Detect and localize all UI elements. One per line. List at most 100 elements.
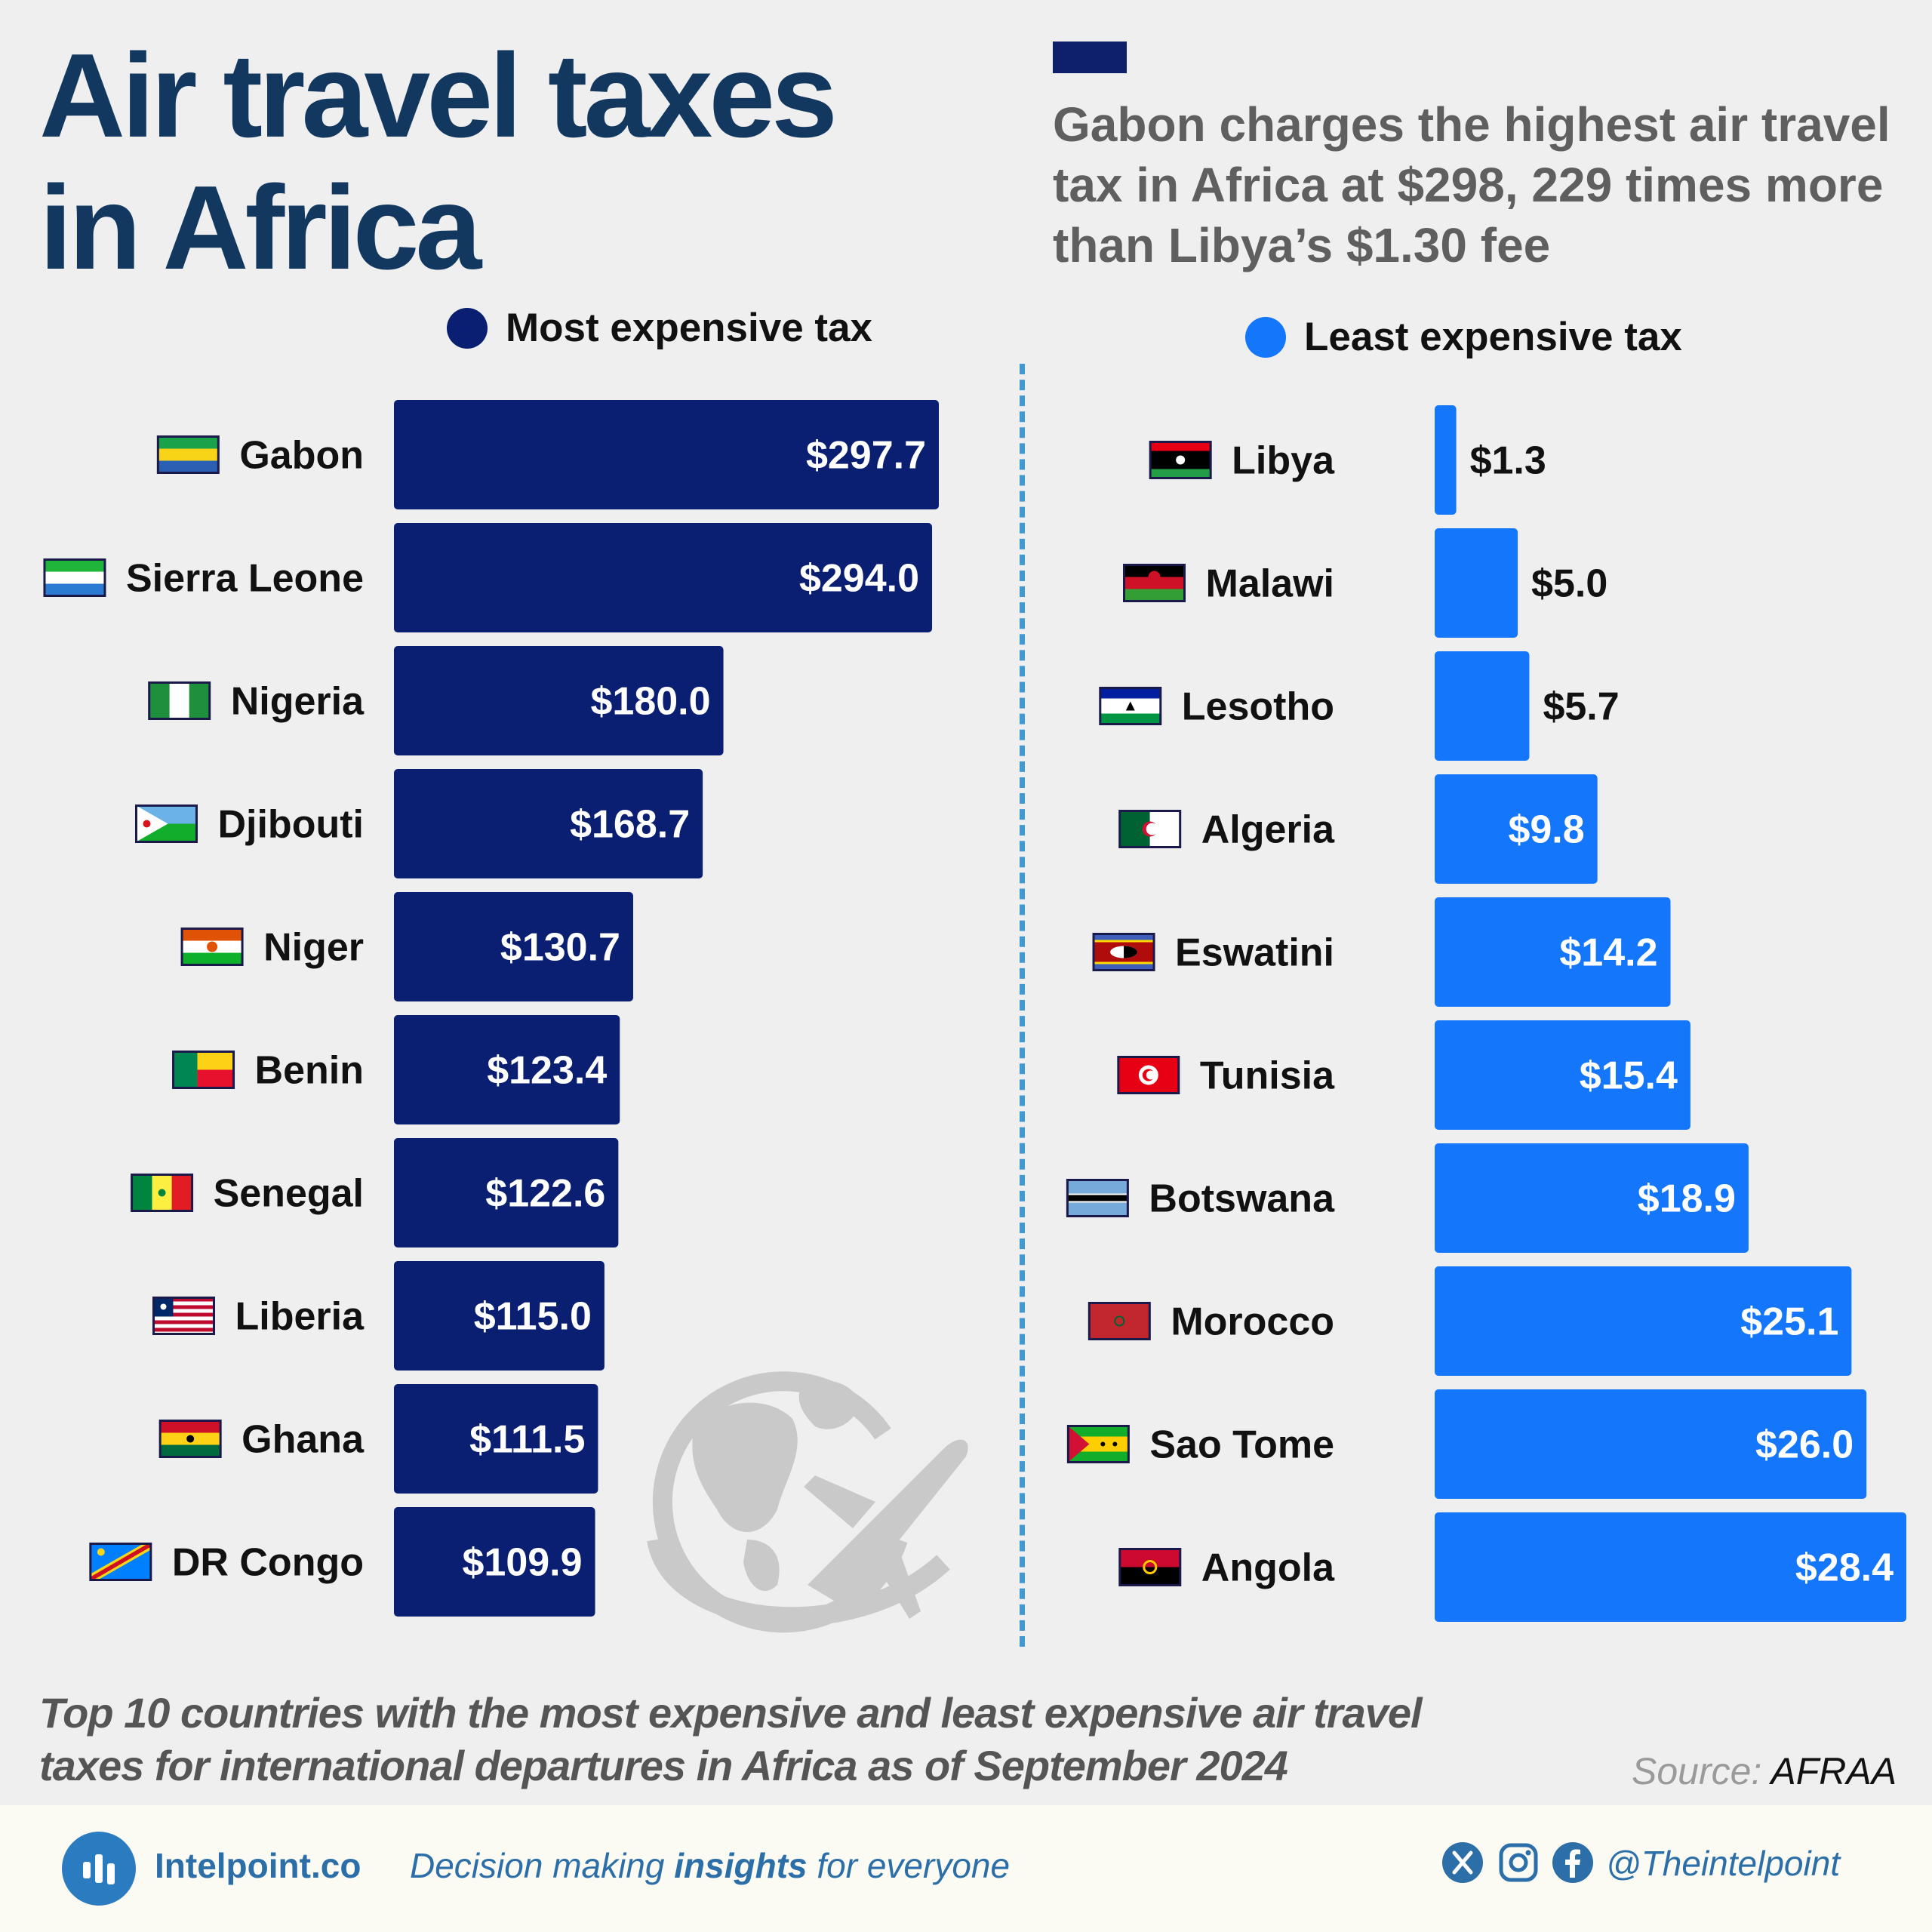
flag-lesotho-icon — [1099, 687, 1162, 725]
value-label-niger: $130.7 — [500, 926, 620, 970]
category-label-botswana: Botswana — [1149, 1177, 1335, 1221]
flag-angola-icon — [1118, 1548, 1182, 1586]
flag-tunisia-icon — [1117, 1056, 1180, 1094]
category-label-ghana: Ghana — [242, 1418, 365, 1462]
globe-plane-icon — [647, 1371, 968, 1633]
value-label-morocco: $25.1 — [1740, 1300, 1838, 1344]
least-expensive-series: $1.3 Libya $5.0 Malawi $5.7 Lesotho $9.8 Algeri… — [1066, 405, 1906, 1622]
flag-djibouti-icon — [134, 804, 198, 843]
category-label-angola: Angola — [1201, 1546, 1335, 1590]
tagline-bold: insights — [674, 1846, 808, 1885]
bar-malawi — [1435, 528, 1518, 638]
flag-eswatini-icon — [1092, 933, 1155, 971]
bar-lesotho — [1435, 651, 1530, 761]
flag-morocco-icon — [1088, 1302, 1151, 1340]
category-label-algeria: Algeria — [1201, 808, 1335, 852]
value-label-sierra-leone: $294.0 — [799, 557, 919, 601]
legend-dot-most — [447, 307, 488, 349]
category-label-liberia: Liberia — [235, 1295, 365, 1339]
title-line-2: in Africa — [39, 162, 481, 294]
brand-logo-icon[interactable] — [62, 1832, 136, 1906]
category-label-libya: Libya — [1232, 439, 1335, 483]
flag-sierra-leone-icon — [43, 558, 106, 597]
flag-algeria-icon — [1118, 810, 1182, 848]
bar-djibouti — [394, 769, 703, 878]
bar-eswatini — [1435, 897, 1671, 1007]
value-label-liberia: $115.0 — [474, 1295, 592, 1339]
flag-libya-icon — [1149, 441, 1212, 479]
bar-sierra-leone — [394, 523, 933, 632]
value-label-gabon: $297.7 — [806, 434, 926, 478]
legend-label-most: Most expensive tax — [506, 306, 873, 350]
chart-caption: Top 10 countries with the most expensive… — [39, 1689, 1423, 1789]
bar-niger — [394, 892, 633, 1001]
panel-divider — [1020, 364, 1025, 1647]
value-label-algeria: $9.8 — [1508, 808, 1584, 852]
chart-subtitle: Gabon charges the highest air travel tax… — [1053, 97, 1890, 272]
bar-botswana — [1435, 1143, 1749, 1253]
category-label-senegal: Senegal — [214, 1172, 364, 1216]
flag-niger-icon — [180, 928, 244, 966]
category-label-lesotho: Lesotho — [1182, 685, 1334, 729]
category-label-dr-congo: DR Congo — [172, 1541, 364, 1585]
value-label-sao-tome: $26.0 — [1755, 1423, 1854, 1467]
category-label-djibouti: Djibouti — [217, 803, 364, 847]
source-label: Source: — [1632, 1750, 1762, 1792]
bar-algeria — [1435, 774, 1598, 884]
accent-bar — [1053, 42, 1127, 73]
category-label-morocco: Morocco — [1171, 1300, 1334, 1344]
flag-senegal-icon — [131, 1174, 194, 1212]
legend-label-least: Least expensive tax — [1304, 315, 1682, 359]
most-expensive-series: $297.7 Gabon $294.0 Sierra Leone $180.0 Niger… — [43, 400, 939, 1617]
bar-ghana — [394, 1384, 598, 1494]
value-label-malawi: $5.0 — [1531, 562, 1607, 606]
value-label-botswana: $18.9 — [1638, 1177, 1736, 1221]
value-label-djibouti: $168.7 — [570, 803, 690, 847]
value-label-benin: $123.4 — [487, 1049, 607, 1093]
bar-angola — [1435, 1512, 1906, 1622]
brand-link[interactable]: Intelpoint.co — [155, 1846, 361, 1885]
source-name: AFRAA — [1770, 1750, 1897, 1792]
flag-nigeria-icon — [148, 681, 211, 720]
tagline-post: for everyone — [807, 1846, 1011, 1885]
value-label-tunisia: $15.4 — [1580, 1054, 1678, 1098]
x-icon[interactable] — [1441, 1841, 1484, 1884]
category-label-eswatini: Eswatini — [1175, 931, 1334, 975]
bar-chart-icon — [83, 1854, 115, 1884]
source-note: Source: AFRAA — [1632, 1749, 1897, 1793]
facebook-icon[interactable] — [1552, 1841, 1594, 1884]
value-label-dr-congo: $109.9 — [462, 1541, 582, 1585]
flag-liberia-icon — [152, 1297, 215, 1335]
category-label-sao-tome: Sao Tome — [1149, 1423, 1334, 1467]
bar-gabon — [394, 400, 939, 509]
bar-tunisia — [1435, 1020, 1690, 1130]
legend-dot-least — [1245, 316, 1286, 358]
legend-most-expensive: Most expensive tax — [447, 305, 872, 351]
chart-title: Air travel taxes in Africa — [39, 29, 838, 294]
flag-sao-tome-icon — [1066, 1425, 1130, 1463]
category-label-gabon: Gabon — [239, 434, 364, 478]
bar-dr-congo — [394, 1507, 595, 1617]
bar-sao-tome — [1435, 1389, 1867, 1499]
category-label-sierra-leone: Sierra Leone — [126, 557, 364, 601]
bar-morocco — [1435, 1266, 1852, 1376]
flag-ghana-icon — [158, 1420, 222, 1458]
value-label-lesotho: $5.7 — [1543, 685, 1619, 729]
category-label-nigeria: Nigeria — [231, 680, 365, 724]
category-label-benin: Benin — [255, 1049, 364, 1093]
bar-senegal — [394, 1138, 619, 1247]
title-line-1: Air travel taxes — [39, 29, 838, 162]
category-label-niger: Niger — [263, 926, 364, 970]
flag-benin-icon — [172, 1051, 235, 1089]
category-label-malawi: Malawi — [1206, 562, 1335, 606]
legend-least-expensive: Least expensive tax — [1245, 314, 1682, 360]
value-label-ghana: $111.5 — [469, 1418, 585, 1462]
category-label-tunisia: Tunisia — [1200, 1054, 1335, 1098]
instagram-icon[interactable] — [1497, 1841, 1540, 1884]
value-label-nigeria: $180.0 — [591, 680, 711, 724]
value-label-angola: $28.4 — [1795, 1546, 1894, 1590]
footer-bar — [0, 1805, 1932, 1932]
social-handle[interactable]: @Theintelpoint — [1606, 1844, 1841, 1883]
value-label-senegal: $122.6 — [485, 1172, 605, 1216]
